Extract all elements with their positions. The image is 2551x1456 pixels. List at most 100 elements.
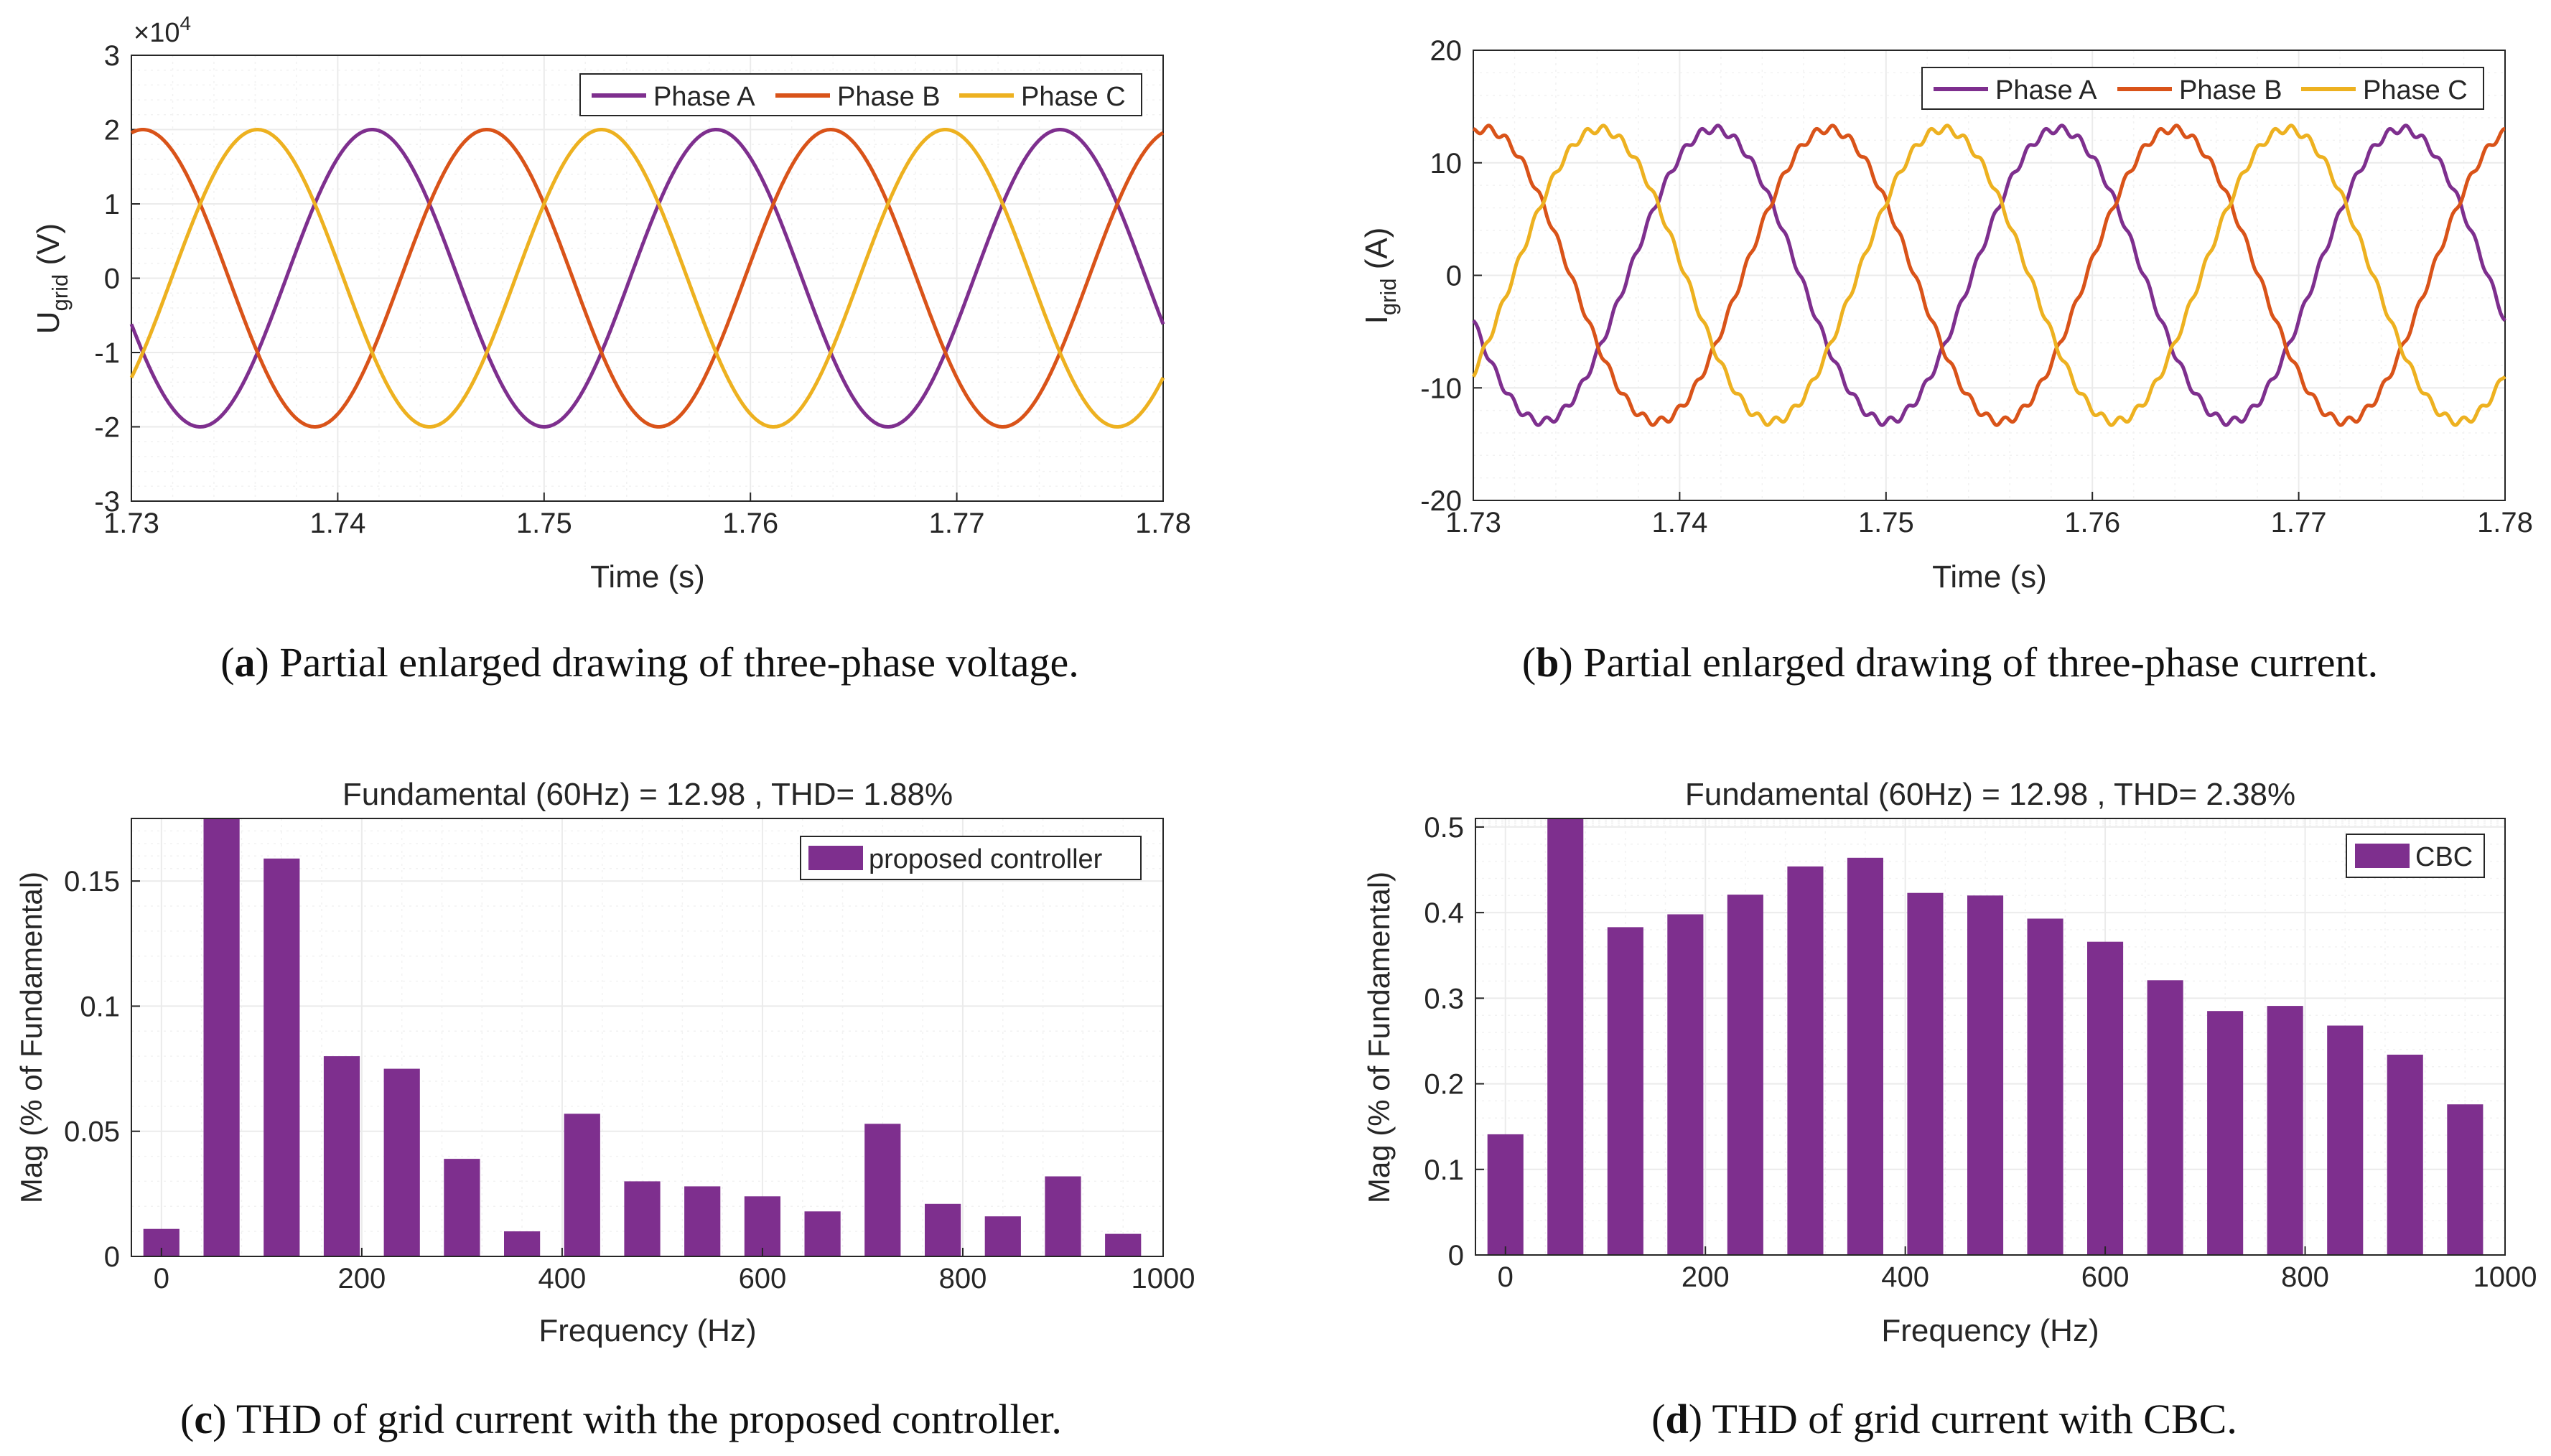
legend-proposed-controller-label: proposed controller xyxy=(869,844,1103,874)
bar-120hz xyxy=(1607,927,1643,1255)
panel-b-caption: (b) Partial enlarged drawing of three-ph… xyxy=(1522,639,2378,686)
panel-a-y-axis-label-main: U xyxy=(31,311,66,334)
panel-d-bars xyxy=(1487,818,2484,1255)
bar-60hz xyxy=(1547,818,1584,1255)
panel-c-legend: proposed controller xyxy=(800,836,1142,880)
series-phase-c-line xyxy=(129,128,1165,429)
x-tick-label: 200 xyxy=(1682,1261,1730,1293)
bar-360hz xyxy=(504,1231,541,1256)
series-phase-a-line xyxy=(129,128,1165,429)
panel-c-y-axis-label: Mag (% of Fundamental) xyxy=(14,872,48,1203)
panel-c-bars xyxy=(143,818,1142,1256)
bar-360hz xyxy=(1847,857,1883,1255)
bar-0hz xyxy=(1487,1134,1524,1255)
panel-c-grid xyxy=(131,818,1164,1257)
panel-b-caption-close: ) xyxy=(1559,639,1572,686)
panel-c-caption-text: THD of grid current with the proposed co… xyxy=(226,1396,1061,1442)
panel-a-ticks: 1.73 1.74 1.75 1.76 1.77 1.78 -3 -2 -1 0 1 2 3 xyxy=(94,40,1191,539)
panel-d-legend: CBC xyxy=(2346,834,2485,878)
y-tick-label: -20 xyxy=(1420,485,1462,517)
y-tick-label: 0 xyxy=(1446,261,1462,292)
panel-d-y-axis-label: Mag (% of Fundamental) xyxy=(1362,872,1396,1203)
x-tick-label: 1.75 xyxy=(516,508,572,539)
bar-780hz xyxy=(925,1203,961,1256)
bar-840hz xyxy=(2327,1025,2364,1255)
series-phase-c-line xyxy=(1471,123,2506,427)
panel-d-caption-label: d xyxy=(1665,1396,1688,1442)
y-tick-label: 10 xyxy=(1430,148,1463,179)
y-tick-label: 0 xyxy=(104,1241,120,1273)
panel-a-exponent-power: 4 xyxy=(179,12,191,34)
x-tick-label: 600 xyxy=(2081,1261,2130,1293)
bar-180hz xyxy=(323,1056,360,1256)
panel-c-x-axis-label: Frequency (Hz) xyxy=(538,1313,756,1348)
bar-300hz xyxy=(444,1159,480,1256)
x-tick-label: 1.73 xyxy=(103,508,159,539)
bar-960hz xyxy=(1105,1233,1142,1256)
bar-900hz xyxy=(2387,1055,2423,1255)
panel-b-caption-label: b xyxy=(1536,639,1559,686)
bar-180hz xyxy=(1667,914,1704,1255)
x-tick-label: 1000 xyxy=(2473,1261,2537,1293)
bar-900hz xyxy=(1045,1176,1081,1256)
panel-b-legend: Phase A Phase B Phase C xyxy=(1921,67,2484,110)
bar-300hz xyxy=(1787,866,1824,1255)
bar-660hz xyxy=(804,1211,841,1256)
x-tick-label: 600 xyxy=(739,1263,787,1294)
panel-b-x-axis-label: Time (s) xyxy=(1932,559,2047,594)
panel-c-title: Fundamental (60Hz) = 12.98 , THD= 1.88% xyxy=(342,777,953,812)
x-tick-label: 1.78 xyxy=(1135,508,1191,539)
y-tick-label: 0.1 xyxy=(1424,1154,1464,1186)
panel-a-caption-close: ) xyxy=(256,639,269,686)
panel-b: 1.73 1.74 1.75 1.76 1.77 1.78 -20 -10 0 10 20 Igri… xyxy=(1359,35,2533,686)
legend-cbc-label: CBC xyxy=(2415,842,2473,872)
legend-proposed-controller-swatch xyxy=(808,846,863,870)
series-phase-b-line xyxy=(1472,123,2506,427)
panel-b-y-axis-label-main: I xyxy=(1359,315,1394,324)
panel-a-y-axis-label-unit: (V) xyxy=(31,223,66,274)
panel-a-legend-box xyxy=(579,73,1142,116)
bar-780hz xyxy=(2267,1006,2303,1255)
panel-d-caption-text: THD of grid current with CBC. xyxy=(1702,1396,2237,1442)
y-tick-label: 0.1 xyxy=(80,991,120,1022)
series-phase-a-line xyxy=(1472,123,2506,427)
x-tick-label: 200 xyxy=(338,1263,386,1294)
x-tick-label: 1.73 xyxy=(1445,507,1501,538)
bar-840hz xyxy=(984,1216,1021,1256)
y-tick-label: -1 xyxy=(94,337,120,369)
bar-720hz xyxy=(864,1124,901,1256)
legend-cbc-swatch xyxy=(2355,844,2410,868)
bar-600hz xyxy=(744,1196,780,1256)
panel-c-plot-area xyxy=(131,818,1164,1257)
panel-d-title: Fundamental (60Hz) = 12.98 , THD= 2.38% xyxy=(1685,777,2295,812)
panel-c-caption-label: c xyxy=(194,1396,213,1442)
x-tick-label: 400 xyxy=(1881,1261,1929,1293)
panel-b-caption-text: Partial enlarged drawing of three-phase … xyxy=(1573,639,2378,686)
panel-a-exponent: ×104 xyxy=(134,12,191,48)
panel-c: 0 200 400 600 800 1000 0 0.05 0.1 0.15 Fundamenta… xyxy=(14,777,1195,1442)
legend-phase-a-label: Phase A xyxy=(653,82,755,112)
panel-a-caption: (a) Partial enlarged drawing of three-ph… xyxy=(220,639,1079,686)
bar-660hz xyxy=(2147,980,2183,1255)
panel-c-caption-open: ( xyxy=(180,1396,194,1442)
panel-a-exponent-base: ×10 xyxy=(134,18,179,48)
bar-420hz xyxy=(564,1114,600,1256)
bar-240hz xyxy=(383,1068,420,1256)
y-tick-label: 0.15 xyxy=(64,866,120,897)
bar-60hz xyxy=(203,818,240,1256)
y-tick-label: 2 xyxy=(104,115,120,146)
panel-c-caption-close: ) xyxy=(213,1396,226,1442)
legend-phase-b-label: Phase B xyxy=(2179,75,2282,106)
bar-240hz xyxy=(1727,895,1763,1255)
panel-d-caption: (d) THD of grid current with CBC. xyxy=(1651,1396,2237,1442)
panel-a-series xyxy=(129,128,1165,429)
panel-d-caption-open: ( xyxy=(1651,1396,1665,1442)
x-tick-label: 0 xyxy=(154,1263,169,1294)
x-tick-label: 1.74 xyxy=(309,508,365,539)
bar-540hz xyxy=(684,1186,721,1256)
x-tick-label: 1.74 xyxy=(1651,507,1707,538)
y-tick-label: 0.4 xyxy=(1424,897,1464,929)
x-tick-label: 800 xyxy=(939,1263,987,1294)
